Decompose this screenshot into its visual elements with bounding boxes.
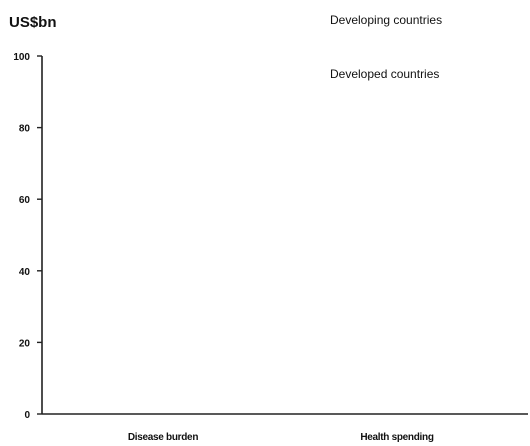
x-category-layer: Disease burden Health spending xyxy=(128,432,434,443)
y-tick-label: 60 xyxy=(19,195,31,206)
y-tick-label: 100 xyxy=(13,52,30,63)
legend-entry-developed: Developed countries xyxy=(330,67,439,81)
axes-layer xyxy=(41,56,528,415)
y-unit-label: US$bn xyxy=(9,14,57,31)
y-tick-label: 80 xyxy=(19,124,31,135)
y-ticks-layer: 0 20 40 60 80 100 xyxy=(13,52,42,421)
y-tick-label: 20 xyxy=(19,338,31,349)
x-category-label: Health spending xyxy=(360,432,433,443)
y-tick-label: 40 xyxy=(19,267,31,278)
legend-entry-developing: Developing countries xyxy=(330,13,442,27)
y-tick-label: 0 xyxy=(24,410,30,421)
x-category-label: Disease burden xyxy=(128,432,198,443)
